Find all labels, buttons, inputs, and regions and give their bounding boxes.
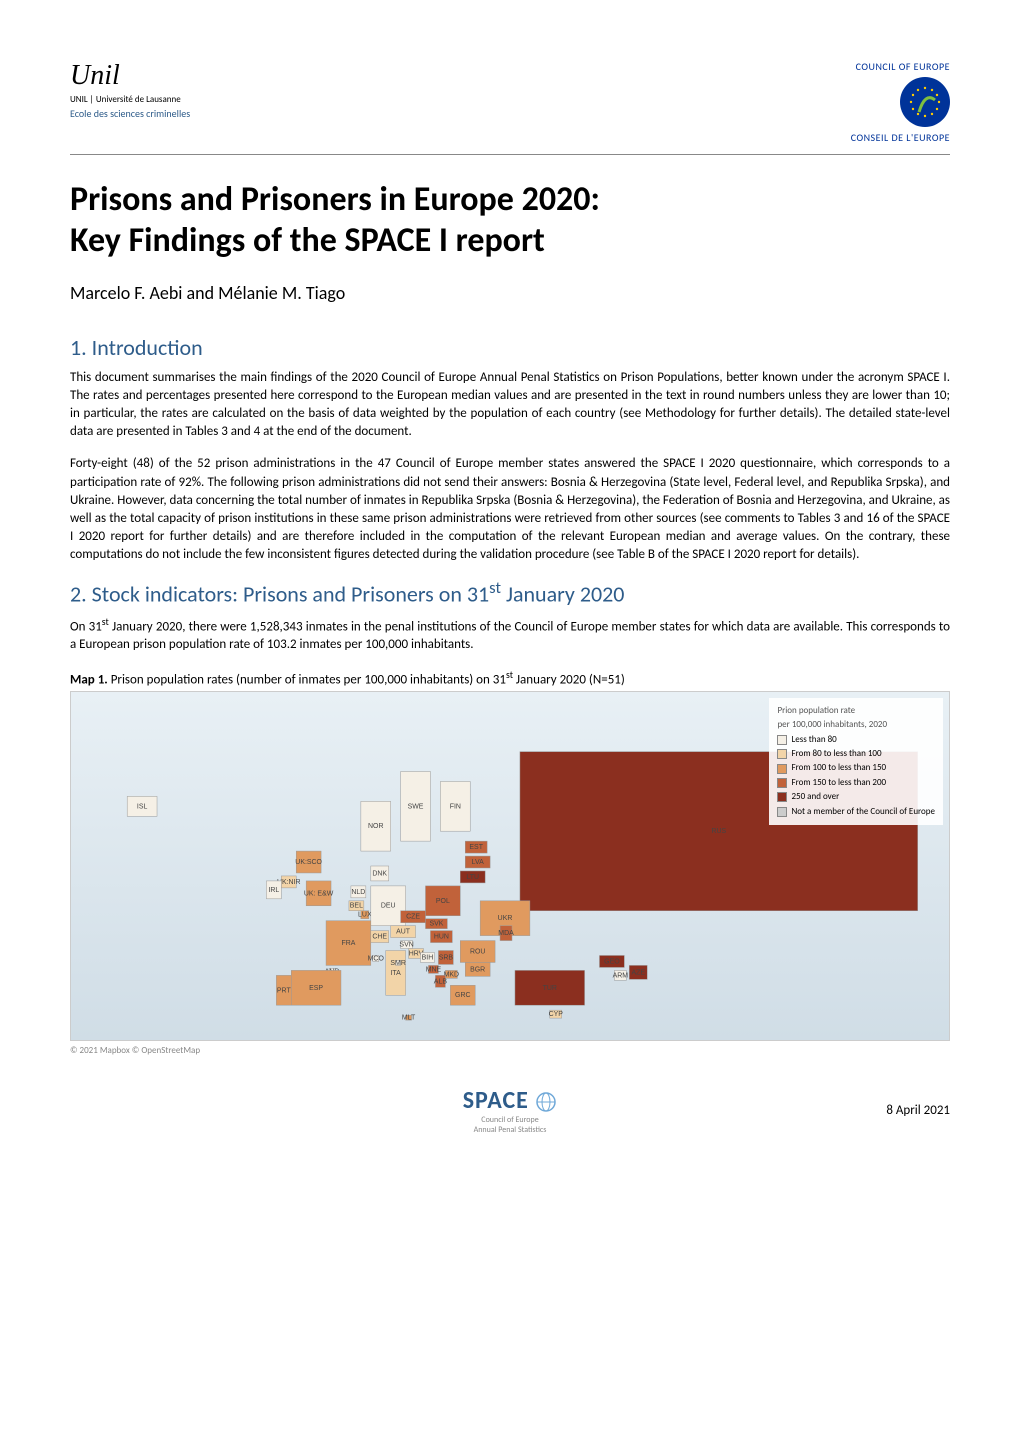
legend-item: Not a member of the Council of Europe <box>777 805 935 819</box>
authors: Marcelo F. Aebi and Mélanie M. Tiago <box>70 282 950 304</box>
country-label-PRT: PRT <box>277 987 292 994</box>
map-container: ISLNORSWEFINDNKESTLVALTURUSUK:SCOUK:NIRI… <box>70 691 950 1041</box>
globe-icon <box>535 1091 557 1113</box>
country-label-ESP: ESP <box>309 985 323 992</box>
country-label-AZE: AZE <box>631 969 645 976</box>
legend-title2: per 100,000 inhabitants, 2020 <box>777 718 935 732</box>
country-label-ISL: ISL <box>137 803 148 810</box>
country-label-HUN: HUN <box>434 933 449 940</box>
country-label-UK:SCO: UK:SCO <box>295 859 322 866</box>
map-legend: Prion population rate per 100,000 inhabi… <box>769 698 943 825</box>
space-logo: SPACE <box>463 1086 558 1115</box>
coe-logo-block: COUNCIL OF EUROPE CONSEIL DE L'EUROPE <box>851 60 950 144</box>
country-label-MNE: MNE <box>426 966 442 973</box>
unil-logo: Unil <box>70 60 120 92</box>
country-label-CZE: CZE <box>406 914 420 921</box>
coe-text-en: COUNCIL OF EUROPE <box>856 60 950 73</box>
legend-swatch <box>777 764 787 774</box>
legend-label: From 100 to less than 150 <box>791 761 886 775</box>
legend-label: From 150 to less than 200 <box>791 776 886 790</box>
country-label-ROU: ROU <box>470 948 485 955</box>
legend-label: From 80 to less than 100 <box>791 747 881 761</box>
legend-item: From 150 to less than 200 <box>777 776 935 790</box>
legend-title1: Prion population rate <box>777 704 935 718</box>
country-label-FIN: FIN <box>450 803 461 810</box>
main-title: Prisons and Prisoners in Europe 2020: Ke… <box>70 180 950 262</box>
legend-label: 250 and over <box>791 790 839 804</box>
intro-heading: 1. Introduction <box>70 334 950 361</box>
legend-swatch <box>777 792 787 802</box>
country-label-CHE: CHE <box>372 933 387 940</box>
coe-stars-icon <box>900 77 950 127</box>
intro-para1: This document summarises the main findin… <box>70 369 950 442</box>
unil-subtitle: UNIL | Université de Lausanne <box>70 94 181 105</box>
country-label-BEL: BEL <box>350 903 363 910</box>
country-label-SMR: SMR <box>390 960 405 967</box>
space-logo-block: SPACE Council of Europe Annual Penal Sta… <box>463 1086 558 1135</box>
country-label-RUS: RUS <box>711 828 726 835</box>
space-sub2: Annual Penal Statistics <box>463 1125 558 1135</box>
country-label-GRC: GRC <box>455 992 470 999</box>
country-label-MDA: MDA <box>498 930 514 937</box>
space-logo-text: SPACE <box>463 1086 529 1115</box>
unil-department: Ecole des sciences criminelles <box>70 107 190 120</box>
map-attribution: © 2021 Mapbox © OpenStreetMap <box>70 1045 950 1056</box>
country-label-ITA: ITA <box>391 970 402 977</box>
legend-swatch <box>777 735 787 745</box>
country-label-LTU: LTU <box>466 874 479 881</box>
country-label-NOR: NOR <box>368 823 383 830</box>
stock-heading: 2. Stock indicators: Prisons and Prisone… <box>70 578 950 607</box>
country-label-POL: POL <box>436 898 450 905</box>
legend-item: From 100 to less than 150 <box>777 761 935 775</box>
country-label-SRB: SRB <box>439 954 454 961</box>
country-label-LVA: LVA <box>472 859 484 866</box>
legend-item: Less than 80 <box>777 733 935 747</box>
space-sub1: Council of Europe <box>463 1115 558 1125</box>
country-label-DEU: DEU <box>381 903 396 910</box>
country-label-DNK: DNK <box>372 870 387 877</box>
title-line1: Prisons and Prisoners in Europe 2020: <box>70 179 600 220</box>
footer-date: 8 April 2021 <box>557 1103 950 1118</box>
unil-logo-block: Unil UNIL | Université de Lausanne Ecole… <box>70 60 190 120</box>
map-caption: Map 1. Prison population rates (number o… <box>70 669 950 687</box>
country-label-EST: EST <box>469 844 483 851</box>
title-line2: Key Findings of the SPACE I report <box>70 220 545 261</box>
stock-para: On 31st January 2020, there were 1,528,3… <box>70 616 950 655</box>
country-label-UKR: UKR <box>498 915 513 922</box>
legend-swatch <box>777 749 787 759</box>
intro-para2: Forty-eight (48) of the 52 prison admini… <box>70 455 950 564</box>
legend-item: From 80 to less than 100 <box>777 747 935 761</box>
country-label-ARM: ARM <box>613 972 629 979</box>
country-label-SVK: SVK <box>429 920 443 927</box>
country-label-MKD: MKD <box>444 971 459 978</box>
country-label-SWE: SWE <box>408 803 424 810</box>
country-label-NLD: NLD <box>351 889 365 896</box>
country-label-TUR: TUR <box>543 985 557 992</box>
legend-swatch <box>777 778 787 788</box>
coe-text-fr: CONSEIL DE L'EUROPE <box>851 131 950 144</box>
footer: SPACE Council of Europe Annual Penal Sta… <box>70 1086 950 1135</box>
country-label-MLT: MLT <box>402 1014 416 1021</box>
legend-swatch <box>777 807 787 817</box>
country-label-BGR: BGR <box>470 966 485 973</box>
legend-item: 250 and over <box>777 790 935 804</box>
country-label-SVN: SVN <box>399 941 413 948</box>
country-label-LUX: LUX <box>358 912 372 919</box>
country-label-AUT: AUT <box>396 928 411 935</box>
country-label-IRL: IRL <box>268 887 279 894</box>
country-label-GEO: GEO <box>604 958 620 965</box>
country-label-MCO: MCO <box>368 955 385 962</box>
legend-label: Less than 80 <box>791 733 836 747</box>
country-label-CYP: CYP <box>549 1011 564 1018</box>
country-label-ALB: ALB <box>434 978 448 985</box>
country-label-UK: E&W: UK: E&W <box>304 890 334 897</box>
country-label-FRA: FRA <box>341 940 355 947</box>
legend-label: Not a member of the Council of Europe <box>791 805 935 819</box>
header-divider <box>70 154 950 155</box>
country-label-BIH: BIH <box>422 954 434 961</box>
header: Unil UNIL | Université de Lausanne Ecole… <box>70 60 950 144</box>
